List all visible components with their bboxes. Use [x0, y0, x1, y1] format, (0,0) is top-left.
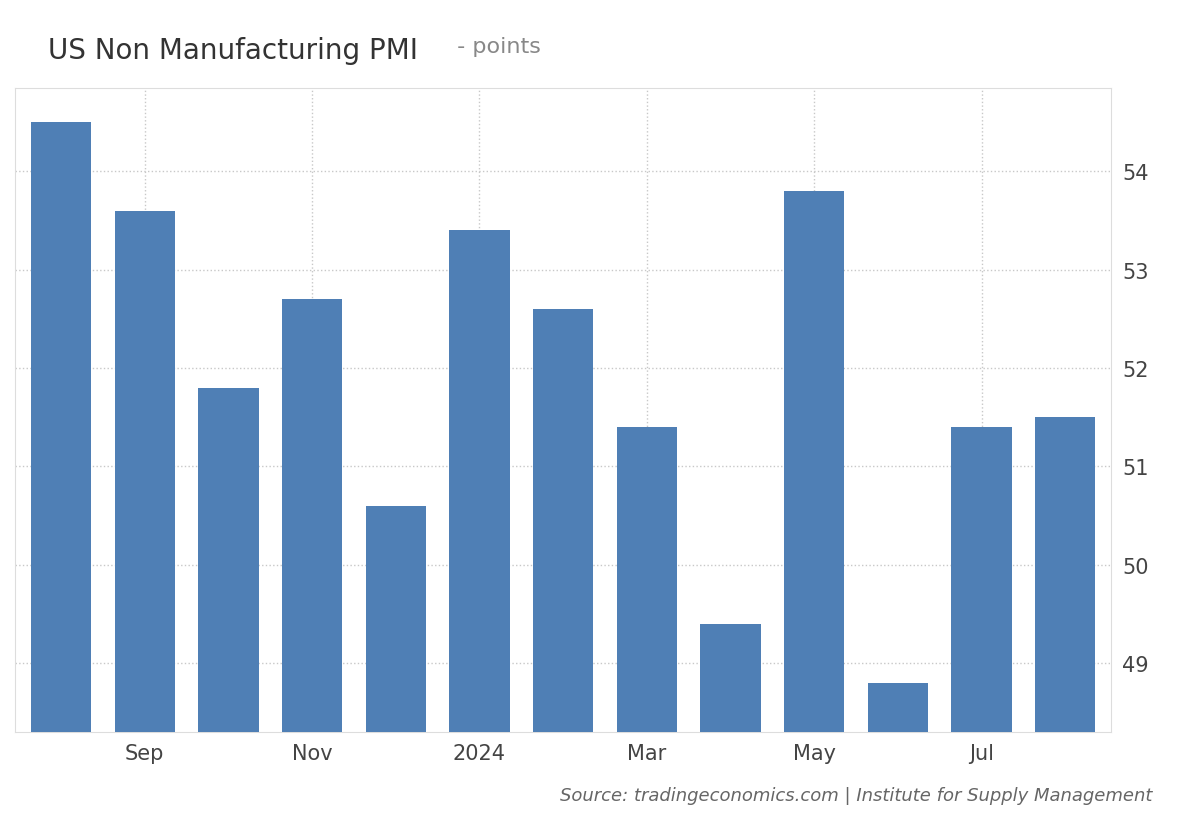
Bar: [617, 428, 677, 732]
Text: Source: tradingeconomics.com | Institute for Supply Management: Source: tradingeconomics.com | Institute…: [559, 786, 1152, 804]
Bar: [366, 506, 426, 732]
Bar: [282, 300, 342, 732]
Bar: [449, 231, 510, 732]
Text: - points: - points: [450, 37, 541, 57]
Bar: [1036, 418, 1096, 732]
Bar: [198, 388, 258, 732]
Bar: [533, 310, 593, 732]
Bar: [952, 428, 1012, 732]
Bar: [114, 211, 175, 732]
Bar: [701, 624, 761, 732]
Bar: [868, 683, 928, 732]
Text: US Non Manufacturing PMI: US Non Manufacturing PMI: [48, 37, 418, 65]
Bar: [31, 123, 91, 732]
Bar: [784, 192, 845, 732]
